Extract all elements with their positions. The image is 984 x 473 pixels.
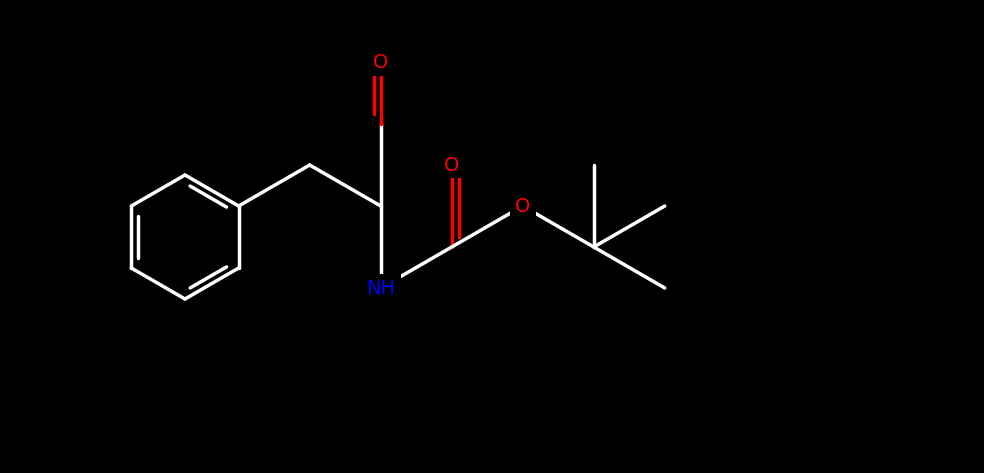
Text: O: O [373,53,389,72]
Bar [439,152,464,178]
Bar [361,274,400,302]
Bar [510,193,535,219]
Text: NH: NH [366,279,396,298]
Text: O: O [444,156,460,175]
Text: O: O [515,196,530,216]
Bar [368,50,394,76]
